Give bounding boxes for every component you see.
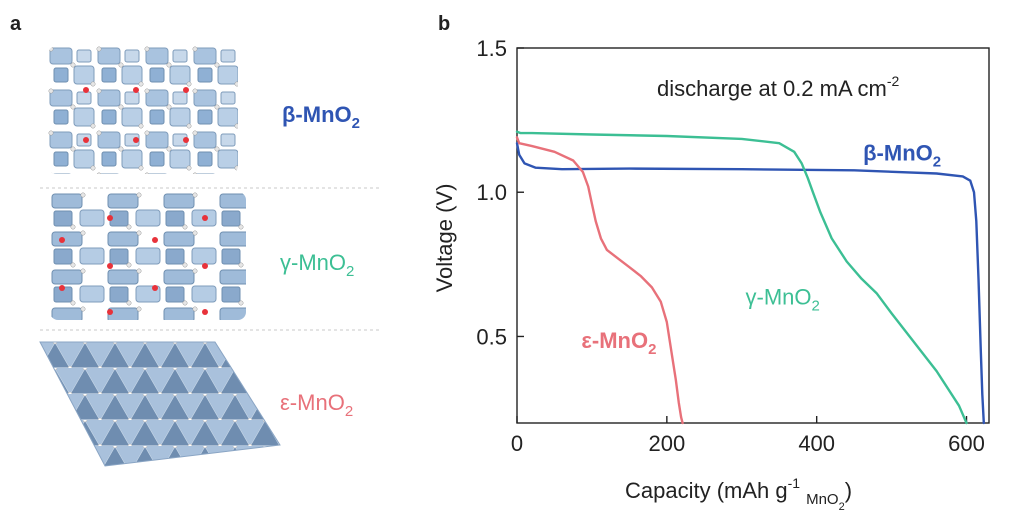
gamma-structure-label: γ-MnO2 (280, 250, 354, 280)
y-axis-title: Voltage (V) (432, 184, 457, 293)
panel-b-letter: b (438, 13, 450, 35)
beta-structure-label: β-MnO2 (282, 102, 360, 132)
discharge-condition-annotation: discharge at 0.2 mA cm-2 (657, 73, 900, 101)
epsilon-series-label: ε-MnO2 (581, 328, 656, 358)
x-tick-label-0: 0 (511, 431, 523, 456)
x-tick-label-3: 600 (948, 431, 985, 456)
epsilon-discharge-curve (515, 136, 684, 425)
panel-a-letter: a (10, 13, 22, 35)
gamma-structure-image (50, 192, 246, 320)
epsilon-structure-label: ε-MnO2 (280, 390, 353, 420)
x-tick-label-2: 400 (798, 431, 835, 456)
epsilon-structure-image (39, 341, 281, 467)
gamma-series-label: γ-MnO2 (746, 285, 820, 315)
beta-discharge-curve (515, 142, 985, 425)
y-tick-label-1: 1.0 (476, 180, 507, 205)
plot-frame (516, 47, 990, 424)
beta-structure-image (48, 46, 238, 174)
x-axis-title: Capacity (mAh g-1MnO2) (625, 475, 852, 513)
beta-series-label: β-MnO2 (863, 141, 941, 171)
y-tick-label-2: 1.5 (476, 36, 507, 61)
gamma-discharge-curve (515, 130, 968, 425)
x-tick-label-1: 200 (648, 431, 685, 456)
discharge-chart: 0 200 400 600 0.5 1.0 1.5 β-MnO2 γ-MnO2 ε-MnO2 (476, 36, 990, 456)
y-tick-label-0: 0.5 (476, 324, 507, 349)
